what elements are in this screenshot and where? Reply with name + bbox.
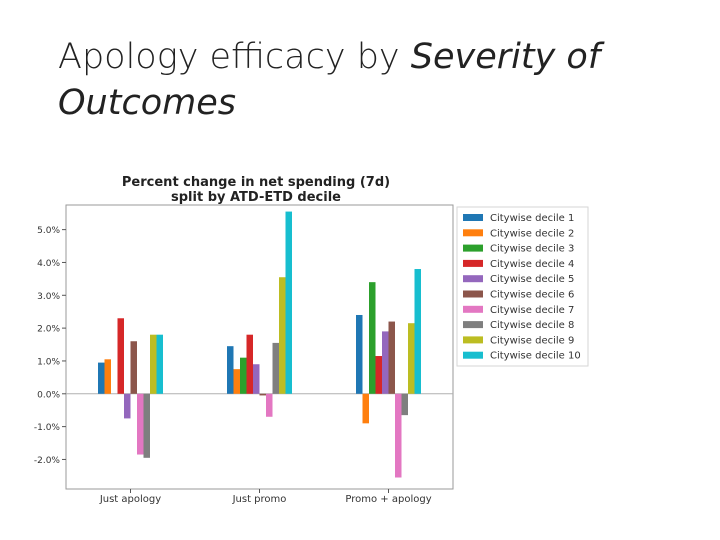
bar xyxy=(104,359,111,394)
chart-title-line2: split by ATD-ETD decile xyxy=(171,190,341,205)
legend-entry: Citywise decile 10 xyxy=(490,351,581,362)
bar xyxy=(369,282,376,394)
legend-swatch xyxy=(463,244,483,252)
bar xyxy=(279,277,286,394)
y-axis: -2.0% -1.0% 0.0% 1.0% 2.0% 3.0% 4.0% 5.0% xyxy=(34,226,66,466)
y-tick-label: -1.0% xyxy=(34,423,61,433)
legend-entry: Citywise decile 3 xyxy=(490,244,574,255)
bar xyxy=(356,314,363,394)
bar xyxy=(233,369,240,394)
bar xyxy=(156,334,163,394)
bar xyxy=(395,393,402,478)
bar xyxy=(150,334,157,394)
y-tick-label: 5.0% xyxy=(37,226,60,236)
bar xyxy=(137,393,144,455)
legend: Citywise decile 1 Citywise decile 2 Citywi… xyxy=(456,206,589,367)
bars xyxy=(98,211,421,478)
bar xyxy=(362,393,369,424)
slide-title-italic: Severity of Outcomes xyxy=(58,37,601,123)
bar xyxy=(253,364,260,394)
bar xyxy=(124,393,131,419)
y-tick-label: 4.0% xyxy=(37,259,60,269)
bar xyxy=(272,342,279,394)
bar xyxy=(240,357,247,394)
legend-entry: Citywise decile 9 xyxy=(490,335,574,346)
bar xyxy=(98,362,105,394)
legend-swatch xyxy=(463,336,483,344)
y-tick-label: -2.0% xyxy=(34,456,61,466)
x-tick-label: Promo + apology xyxy=(345,494,431,505)
legend-entry: Citywise decile 5 xyxy=(490,274,574,285)
legend-swatch xyxy=(463,290,483,298)
bar xyxy=(375,356,382,394)
chart-title-line1: Percent change in net spending (7d) xyxy=(122,175,390,190)
legend-entry: Citywise decile 6 xyxy=(490,290,574,301)
y-tick-label: 2.0% xyxy=(37,325,60,335)
bar xyxy=(382,331,389,394)
legend-entry: Citywise decile 2 xyxy=(490,228,574,239)
bar xyxy=(259,393,266,396)
legend-swatch xyxy=(463,229,483,237)
legend-swatch xyxy=(463,305,483,313)
legend-entry: Citywise decile 7 xyxy=(490,305,574,316)
x-axis: Just apology Just promo Promo + apology xyxy=(99,489,432,505)
legend-swatch xyxy=(463,321,483,329)
bar xyxy=(227,346,234,394)
bar xyxy=(246,334,253,394)
y-tick-label: 3.0% xyxy=(37,292,60,302)
bar xyxy=(285,211,292,394)
legend-swatch xyxy=(463,275,483,283)
y-tick-label: 0.0% xyxy=(37,390,60,400)
x-tick-label: Just promo xyxy=(232,494,287,505)
legend-swatch xyxy=(463,214,483,221)
legend-swatch xyxy=(463,351,483,359)
bar xyxy=(266,393,273,417)
bar xyxy=(143,393,150,458)
y-tick-label: 1.0% xyxy=(37,357,60,367)
bar xyxy=(408,323,415,394)
bar xyxy=(401,393,408,416)
x-tick-label: Just apology xyxy=(99,494,161,505)
slide-title: Apology efficacy by Severity of Outcomes xyxy=(58,34,678,126)
legend-entry: Citywise decile 1 xyxy=(490,213,574,224)
bar xyxy=(117,318,124,394)
legend-entry: Citywise decile 4 xyxy=(490,259,574,270)
legend-swatch xyxy=(463,259,483,267)
bar xyxy=(130,341,137,394)
bar xyxy=(388,321,395,394)
slide-title-plain: Apology efficacy by xyxy=(58,37,411,77)
legend-entry: Citywise decile 8 xyxy=(490,320,574,331)
bar xyxy=(414,269,421,394)
